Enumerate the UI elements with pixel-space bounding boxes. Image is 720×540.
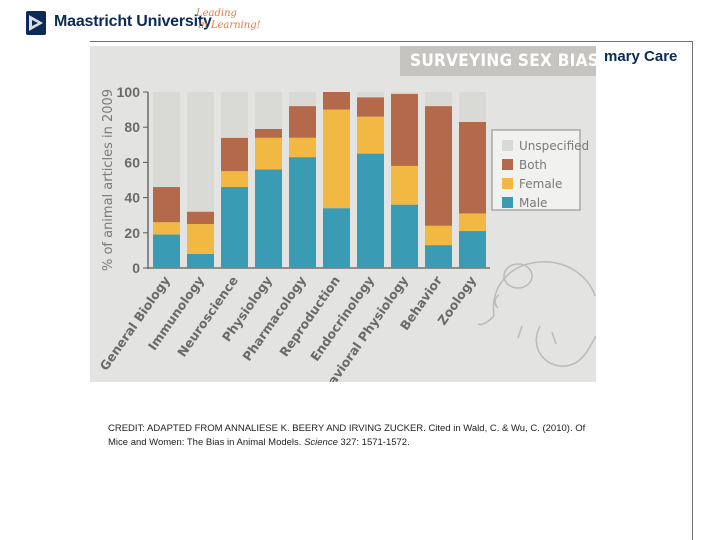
bar-segment-both (187, 211, 214, 224)
top-divider (90, 41, 693, 42)
legend-swatch (502, 140, 513, 151)
bar-segment-male (153, 234, 180, 268)
y-tick-label: 100 (117, 84, 141, 100)
legend-label: Unspecified (519, 139, 589, 153)
y-axis-title: % of animal articles in 2009 (101, 89, 116, 271)
legend-label: Both (519, 158, 547, 172)
bar-segment-male (425, 245, 452, 268)
tagline-line1: Leading (196, 8, 237, 19)
maastricht-logo-icon (26, 11, 46, 35)
category-label: Neuroscience (174, 273, 241, 359)
page-header: Maastricht University Leading in Learnin… (0, 0, 720, 65)
bar-segment-female (357, 116, 384, 154)
bar-segment-unspecified (289, 92, 316, 107)
legend-swatch (502, 159, 513, 170)
y-tick-label: 40 (124, 190, 140, 206)
bar-segment-both (221, 137, 248, 172)
bar-segment-male (459, 231, 486, 268)
legend-label: Male (519, 196, 547, 210)
bar-segment-both (255, 128, 282, 138)
chart-title: SURVEYING SEX BIAS (410, 51, 596, 71)
bar-segment-female (323, 109, 350, 209)
bar-segment-both (289, 106, 316, 138)
bar-segment-both (391, 93, 418, 166)
bar-segment-unspecified (459, 92, 486, 122)
legend-swatch (502, 197, 513, 208)
bar-segment-unspecified (357, 92, 384, 98)
bar-segment-both (153, 187, 180, 223)
legend-swatch (502, 178, 513, 189)
bar-segment-male (289, 157, 316, 268)
bar-segment-male (357, 153, 384, 268)
bar-segment-male (221, 187, 248, 268)
bar-segment-female (187, 224, 214, 254)
chart-figure: SURVEYING SEX BIAS 0 20 40 60 80 100% of anim… (90, 46, 596, 382)
bar-segment-male (391, 204, 418, 268)
bar-segment-unspecified (255, 92, 282, 129)
section-title: mary Care (604, 48, 678, 65)
bar-segment-unspecified (391, 92, 418, 94)
credit-line1: CREDIT: ADAPTED FROM ANNALIESE K. BEERY … (108, 423, 500, 434)
bar-segment-female (255, 137, 282, 170)
y-tick-label: 80 (124, 119, 140, 135)
bar-segment-both (425, 106, 452, 226)
credit-journal: Science (304, 437, 338, 448)
bar-segment-unspecified (425, 92, 452, 107)
bar-segment-both (323, 92, 350, 110)
y-tick-label: 20 (124, 225, 140, 241)
category-label: Reproduction (276, 273, 343, 359)
credit-line2-prefix: & Wu, C. (2010). Of Mice and Women: The … (108, 423, 586, 448)
stacked-bar-chart: 0 20 40 60 80 100% of animal articles in 2009… (97, 84, 596, 382)
tagline: Leading in Learning! (196, 8, 261, 36)
credit-note: CREDIT: ADAPTED FROM ANNALIESE K. BEERY … (108, 422, 588, 450)
bar-segment-female (221, 171, 248, 188)
bar-segment-male (323, 208, 350, 268)
chart-banner (400, 46, 596, 76)
tagline-line2: in Learning! (198, 20, 261, 31)
legend-label: Female (519, 177, 562, 191)
right-divider (692, 41, 693, 540)
bar-segment-unspecified (187, 92, 214, 212)
bar-segment-male (187, 253, 214, 268)
university-name: Maastricht University (54, 13, 212, 30)
bar-segment-female (153, 222, 180, 235)
bar-segment-both (459, 121, 486, 214)
bar-segment-male (255, 169, 282, 268)
bar-segment-female (459, 213, 486, 232)
y-tick-label: 60 (124, 154, 140, 170)
credit-line2-suffix: 327: 1571-1572. (337, 437, 410, 448)
bar-segment-unspecified (221, 92, 248, 138)
y-tick-label: 0 (132, 260, 140, 276)
bar-segment-unspecified (153, 92, 180, 188)
bar-segment-female (391, 165, 418, 205)
bar-segment-female (425, 225, 452, 246)
bar-segment-female (289, 137, 316, 158)
mouse-illustration-icon (477, 261, 596, 367)
bar-segment-both (357, 97, 384, 117)
